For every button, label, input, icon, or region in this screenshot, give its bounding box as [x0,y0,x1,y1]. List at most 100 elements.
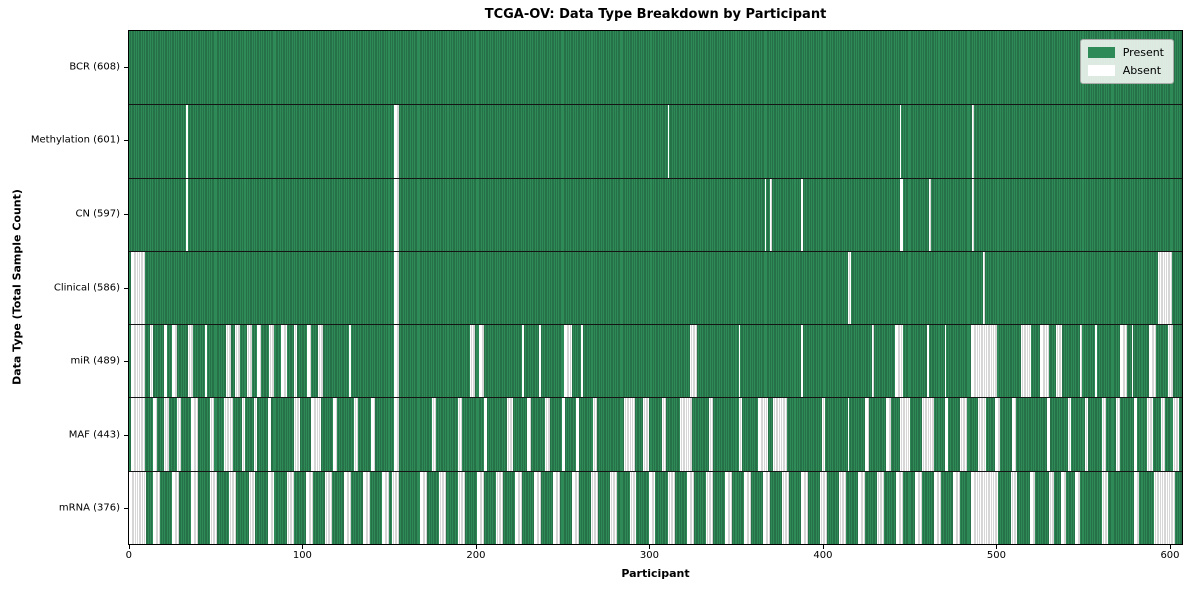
absent-stripe [847,398,850,471]
x-tick-label: 200 [466,550,486,561]
absent-stripe [1020,325,1032,398]
heatmap-row-cn [129,177,1182,251]
absent-stripe [1154,471,1176,544]
absent-stripe [1102,471,1108,544]
absent-stripe [839,471,846,544]
absent-stripe [575,398,580,471]
absent-stripe [885,398,892,471]
absent-stripe [267,471,275,544]
absent-stripe [392,471,400,544]
x-tick-mark [649,545,651,549]
absent-stripe [1157,251,1172,325]
absent-stripe [205,325,207,398]
absent-stripe [458,471,465,544]
y-tick-mark [124,508,128,510]
y-tick-mark [124,287,128,289]
absent-stripe [307,325,311,398]
absent-stripe [269,325,275,398]
absent-stripe [977,398,987,471]
absent-stripe [738,398,743,471]
absent-stripe [929,178,931,251]
absent-stripe [333,398,337,471]
absent-stripe [773,398,788,471]
absent-stripe [1168,325,1174,398]
y-tick-label: MAF (443) [68,429,120,441]
absent-stripe [1119,325,1127,398]
absent-stripe [561,398,566,471]
absent-stripe [960,398,968,471]
heatmap-row-mrna [129,470,1182,544]
y-tick-label: Methylation (601) [30,134,120,146]
absent-stripe [667,471,675,544]
absent-stripe [393,105,400,178]
absent-stripe [624,398,635,471]
absent-stripe [348,325,351,398]
absent-stripe [522,325,524,398]
absent-stripe [1010,471,1018,544]
absent-stripe [354,398,358,471]
x-axis-title: Participant [621,567,690,580]
y-tick-label: BCR (608) [69,61,120,73]
absent-stripe [1046,398,1051,471]
absent-stripe [800,325,803,398]
absent-stripe [1133,471,1139,544]
x-tick-mark [475,545,477,549]
absent-stripe [1060,471,1066,544]
absent-stripe [877,471,885,544]
absent-stripe [820,471,827,544]
absent-stripe [591,471,599,544]
absent-stripe [191,471,199,544]
absent-stripe [1149,325,1157,398]
absent-stripe [858,471,866,544]
absent-stripe [970,471,999,544]
absent-stripe [1055,325,1063,398]
absent-stripe [371,398,375,471]
absent-stripe [762,471,770,544]
absent-stripe [667,105,670,178]
absent-stripe [478,325,485,398]
absent-stripe [922,398,935,471]
absent-stripe [225,325,232,398]
absent-stripe [894,325,904,398]
absent-stripe [1131,325,1134,398]
absent-stripe [896,471,904,544]
absent-stripe [781,471,789,544]
y-tick-label: CN (597) [75,208,120,220]
absent-stripe [847,251,852,325]
absent-stripe [432,398,436,471]
absent-stripe [865,398,869,471]
absent-stripe [769,178,772,251]
heatmap-row-clinical [129,250,1182,325]
absent-stripe [130,251,145,325]
x-tick-mark [822,545,824,549]
absent-stripe [241,398,246,471]
absent-stripe [1048,471,1054,544]
absent-stripe [343,471,351,544]
absent-stripe [129,471,147,544]
absent-stripe [393,178,400,251]
absent-stripe [1133,398,1137,471]
absent-swatch-icon [1087,65,1115,76]
absent-stripe [484,398,488,471]
absent-stripe [899,398,911,471]
absent-stripe [705,471,713,544]
heatmap-row-bcr [129,31,1182,105]
absent-stripe [553,471,561,544]
absent-stripe [800,178,803,251]
absent-stripe [310,398,322,471]
legend-label-present: Present [1122,46,1164,59]
absent-stripe [572,471,580,544]
absent-stripe [686,471,694,544]
absent-stripe [317,325,323,398]
absent-stripe [393,251,400,325]
absent-stripe [477,471,485,544]
absent-stripe [1029,471,1035,544]
absent-stripe [724,471,732,544]
chart-title: TCGA-OV: Data Type Breakdown by Particip… [484,7,827,22]
absent-stripe [743,471,751,544]
absent-stripe [944,325,947,398]
absent-stripe [234,325,240,398]
absent-stripe [527,398,531,471]
absent-stripe [648,471,656,544]
absent-stripe [305,471,313,544]
